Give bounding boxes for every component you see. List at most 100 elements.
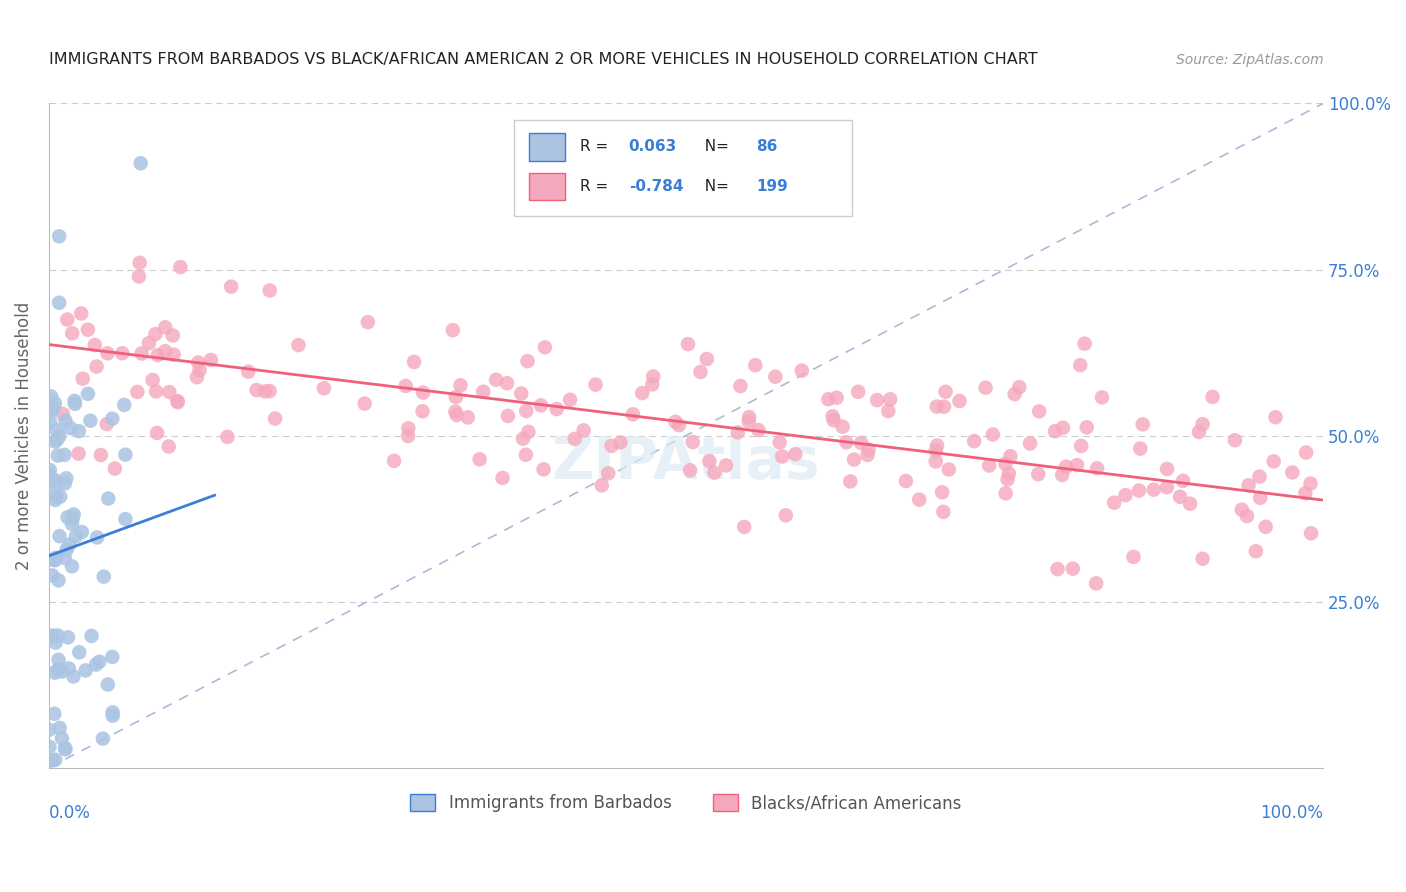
Point (166, 395, 188, 409)
Point (450, 378, 472, 392)
Point (80, 629, 103, 643)
Point (1066, 458, 1088, 472)
Point (839, 475, 862, 489)
Point (67, 447, 90, 461)
Point (90, 448, 112, 462)
FancyBboxPatch shape (515, 120, 852, 217)
Point (457, 410, 479, 425)
Point (312, 381, 335, 395)
Point (129, 156, 152, 170)
Point (572, 423, 595, 437)
Text: N=: N= (695, 139, 734, 154)
Point (114, 448, 136, 462)
Point (44, 474, 66, 488)
Point (1132, 417, 1154, 432)
Point (96, 417, 118, 431)
Text: R =: R = (581, 179, 613, 194)
Point (396, 429, 419, 443)
Point (714, 458, 737, 473)
Point (138, 336, 160, 351)
Point (83, 338, 105, 352)
Point (101, 706, 124, 720)
Point (245, 383, 267, 397)
Point (932, 505, 955, 519)
Point (46, 449, 69, 463)
Point (530, 398, 553, 412)
Point (1264, 410, 1286, 425)
Point (39, 389, 62, 403)
Point (515, 448, 537, 462)
Point (682, 435, 704, 450)
Point (1070, 439, 1092, 453)
Point (866, 393, 889, 408)
Point (546, 402, 568, 417)
Y-axis label: 2 or more Vehicles in Household: 2 or more Vehicles in Household (15, 301, 32, 570)
Point (856, 448, 879, 462)
Point (44, 665, 66, 680)
Point (53, 476, 76, 491)
Point (253, 384, 276, 399)
Point (128, 269, 150, 284)
Point (1223, 434, 1246, 448)
Point (932, 400, 955, 414)
Point (287, 338, 309, 352)
Point (114, 512, 136, 526)
Point (444, 390, 467, 404)
Point (744, 358, 766, 372)
Point (846, 384, 869, 399)
Text: Source: ZipAtlas.com: Source: ZipAtlas.com (1175, 53, 1323, 67)
Point (53, 550, 76, 565)
Point (77, 386, 100, 401)
Point (48, 229, 70, 244)
Point (512, 432, 534, 446)
Point (259, 284, 281, 298)
Point (643, 369, 665, 384)
Point (598, 467, 620, 481)
Point (877, 404, 900, 418)
Point (86, 359, 108, 374)
Point (51, 731, 73, 746)
Point (111, 346, 134, 360)
Point (60, 516, 83, 531)
Point (769, 435, 792, 450)
Point (45, 635, 67, 649)
Point (46, 662, 69, 676)
Point (55, 471, 77, 485)
Point (948, 394, 970, 409)
Point (127, 384, 149, 399)
Point (1000, 449, 1022, 463)
Point (41, 403, 63, 417)
Point (703, 466, 725, 480)
Text: 199: 199 (756, 179, 787, 194)
Point (264, 411, 287, 425)
Point (45, 550, 67, 565)
Point (1191, 417, 1213, 431)
Point (1073, 336, 1095, 351)
Point (44, 706, 66, 721)
Point (1069, 358, 1091, 372)
Point (44, 492, 66, 507)
Point (1026, 467, 1049, 482)
Legend: Immigrants from Barbados, Blacks/African Americans: Immigrants from Barbados, Blacks/African… (404, 788, 969, 819)
Point (472, 384, 495, 399)
Point (75, 664, 97, 678)
Point (382, 454, 405, 468)
Point (44, 753, 66, 767)
Point (162, 348, 184, 362)
Point (238, 365, 260, 379)
Point (91, 731, 114, 746)
Text: R =: R = (581, 139, 613, 154)
Text: 100.0%: 100.0% (1260, 805, 1323, 822)
Point (823, 413, 845, 427)
Point (395, 379, 418, 393)
Point (55, 414, 77, 428)
Point (1168, 490, 1191, 504)
Point (72, 372, 94, 386)
Point (679, 463, 702, 477)
Point (790, 363, 813, 377)
Text: 0.0%: 0.0% (49, 805, 91, 822)
Point (931, 485, 953, 500)
Point (187, 355, 209, 369)
Point (997, 472, 1019, 486)
Point (142, 373, 165, 387)
